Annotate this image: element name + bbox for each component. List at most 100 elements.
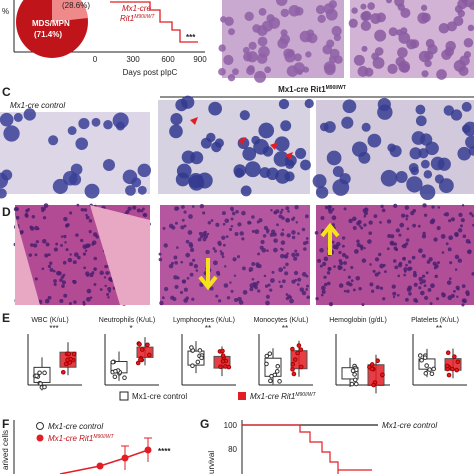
cell — [368, 231, 373, 235]
cell — [256, 25, 268, 36]
plot-title: Hemoglobin (g/dL) — [329, 317, 387, 324]
cell — [225, 235, 229, 238]
cell — [355, 275, 361, 281]
cell — [158, 257, 163, 262]
cell — [468, 1, 474, 11]
dot — [350, 368, 356, 374]
cell — [74, 252, 79, 257]
cell — [360, 3, 367, 10]
dot — [135, 360, 141, 366]
cell — [295, 221, 299, 224]
cell — [47, 264, 52, 268]
cell — [358, 287, 362, 291]
cell — [412, 208, 417, 213]
cell — [72, 279, 76, 283]
dot — [37, 370, 42, 376]
cell — [387, 143, 396, 152]
cell — [24, 212, 29, 217]
dot — [369, 362, 375, 367]
cell — [454, 268, 458, 271]
cell — [400, 213, 406, 218]
cell — [411, 255, 416, 260]
cell — [72, 260, 77, 265]
cell — [323, 275, 327, 279]
cell — [221, 211, 226, 216]
cell — [73, 300, 77, 304]
arrow — [198, 258, 218, 291]
cell — [242, 46, 250, 54]
cell — [433, 237, 438, 242]
cell — [69, 211, 73, 215]
dot — [199, 355, 204, 361]
cell — [379, 286, 384, 290]
cell — [258, 46, 270, 58]
cell — [75, 137, 88, 151]
cell — [209, 286, 214, 291]
cell — [269, 232, 274, 237]
cell — [405, 263, 408, 267]
cell — [181, 218, 185, 222]
cell — [251, 277, 255, 281]
cell — [320, 215, 325, 220]
cell — [363, 211, 368, 216]
cell — [358, 225, 362, 228]
cell — [34, 225, 39, 231]
cell — [391, 284, 396, 289]
cell — [357, 66, 369, 77]
cell — [300, 159, 311, 171]
dot — [274, 369, 280, 374]
cell — [374, 257, 380, 262]
cell — [107, 287, 112, 292]
cell — [266, 14, 275, 23]
cell — [278, 267, 283, 273]
cell — [191, 205, 195, 208]
cell — [354, 249, 359, 254]
cell — [170, 261, 174, 265]
dot — [60, 369, 66, 375]
cell — [234, 231, 239, 236]
cell — [189, 247, 195, 253]
legend-label: Mx1-cre control — [48, 422, 103, 431]
cell — [181, 150, 195, 164]
cell — [395, 170, 408, 183]
cell — [380, 204, 384, 209]
cell — [343, 268, 346, 272]
cell — [158, 252, 162, 256]
cell — [420, 159, 430, 169]
cell — [220, 16, 227, 23]
cell — [287, 49, 295, 57]
cell — [228, 227, 233, 232]
cell — [454, 231, 459, 237]
cell — [63, 293, 68, 298]
cell — [226, 296, 231, 300]
cell — [323, 61, 336, 74]
cell — [471, 214, 474, 218]
cell — [181, 279, 187, 284]
curve-label: Rit1M90I/WT — [120, 14, 155, 23]
cell — [179, 290, 184, 295]
pie-small — [52, 0, 88, 22]
cell — [305, 274, 309, 278]
cell — [99, 288, 103, 291]
cell — [125, 185, 136, 196]
pie-label: MDS/MPN — [32, 19, 70, 28]
cell — [28, 253, 33, 257]
cell — [258, 218, 263, 223]
cell — [201, 231, 207, 237]
cell — [23, 108, 36, 121]
cell — [457, 0, 468, 10]
cell — [461, 101, 472, 112]
cell — [424, 50, 434, 61]
cell — [137, 185, 147, 195]
cell — [327, 266, 332, 271]
dot — [454, 367, 460, 373]
legend-label: Mx1-cre Rit1M90I/WT — [250, 392, 317, 401]
cell — [326, 39, 335, 48]
cell — [392, 291, 397, 296]
cell — [291, 252, 296, 258]
group-label: Mx1-cre Rit1M90I/WT — [278, 85, 346, 94]
cell — [94, 267, 97, 270]
cell — [198, 231, 203, 236]
cell — [360, 20, 372, 31]
cell — [341, 236, 346, 240]
